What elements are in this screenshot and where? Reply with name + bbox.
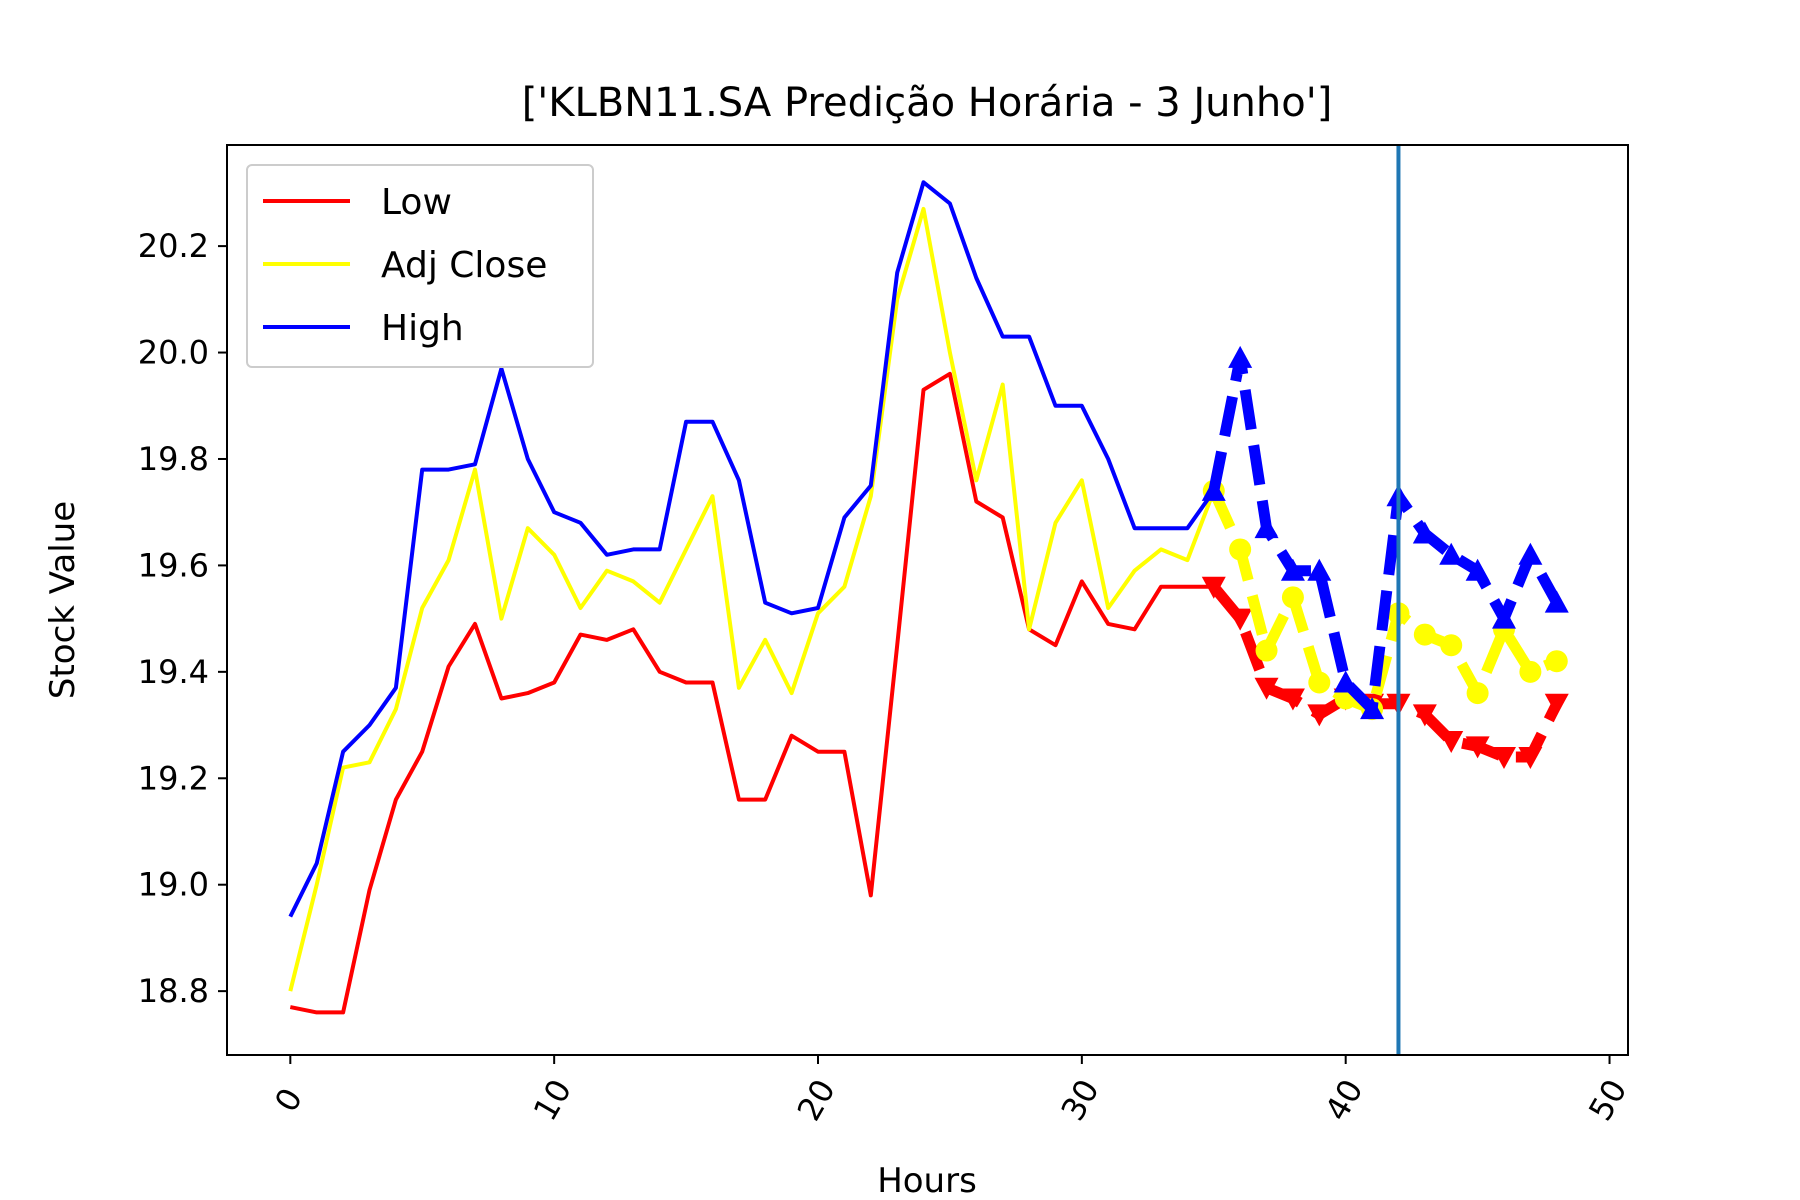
y-tick-label: 19.0 bbox=[138, 866, 209, 904]
prediction-marker-high bbox=[1491, 606, 1516, 629]
prediction-marker-high bbox=[1201, 478, 1226, 501]
prediction-marker-high bbox=[1439, 542, 1464, 565]
prediction-marker-high bbox=[1412, 521, 1437, 544]
prediction-marker-high bbox=[1518, 542, 1543, 565]
prediction-marker-low bbox=[1201, 576, 1226, 599]
prediction-marker-high bbox=[1254, 516, 1279, 539]
x-axis-label: Hours bbox=[877, 1161, 977, 1200]
y-tick-label: 19.2 bbox=[138, 759, 209, 797]
prediction-marker-low bbox=[1280, 688, 1305, 711]
prediction-marker-low bbox=[1254, 677, 1279, 700]
prediction-marker-adj-close bbox=[1255, 639, 1278, 662]
series-line-adj-close bbox=[288, 206, 1216, 992]
prediction-marker-high bbox=[1333, 670, 1358, 693]
prediction-marker-high bbox=[1465, 558, 1490, 581]
series-line-low bbox=[289, 371, 1214, 1015]
y-tick-label: 18.8 bbox=[138, 972, 209, 1010]
prediction-marker-low bbox=[1491, 746, 1516, 769]
prediction-marker-low bbox=[1544, 693, 1569, 716]
series-line-high bbox=[288, 180, 1216, 918]
prediction-marker-high bbox=[1280, 558, 1305, 581]
prediction-marker-adj-close bbox=[1519, 660, 1542, 683]
prediction-marker-adj-close bbox=[1466, 682, 1489, 705]
y-tick-label: 20.0 bbox=[138, 334, 209, 372]
y-tick-label: 19.6 bbox=[138, 546, 209, 584]
prediction-marker-adj-close bbox=[1413, 623, 1436, 646]
chart-title: ['KLBN11.SA Predição Horária - 3 Junho'] bbox=[522, 80, 1333, 126]
prediction-marker-high bbox=[1307, 558, 1332, 581]
prediction-marker-adj-close bbox=[1281, 586, 1304, 609]
prediction-marker-adj-close bbox=[1545, 650, 1568, 673]
prediction-marker-low bbox=[1439, 731, 1464, 754]
prediction-marker-high bbox=[1360, 697, 1385, 720]
y-tick-label: 19.8 bbox=[138, 440, 209, 478]
prediction-marker-low bbox=[1465, 736, 1490, 759]
plot-area bbox=[288, 145, 1569, 1055]
legend-entry-label: High bbox=[381, 308, 464, 349]
prediction-marker-low bbox=[1307, 704, 1332, 727]
y-tick-label: 20.2 bbox=[138, 227, 209, 265]
legend-box bbox=[246, 164, 594, 368]
y-tick-label: 19.4 bbox=[138, 653, 209, 691]
legend-entry-label: Adj Close bbox=[381, 245, 547, 286]
prediction-marker-high bbox=[1544, 590, 1569, 613]
prediction-marker-adj-close bbox=[1308, 671, 1331, 694]
prediction-marker-adj-close bbox=[1229, 538, 1252, 561]
prediction-marker-low bbox=[1412, 704, 1437, 727]
prediction-marker-low bbox=[1228, 608, 1253, 631]
y-axis-label: Stock Value bbox=[43, 501, 83, 699]
legend-entry-label: Low bbox=[381, 182, 452, 223]
prediction-marker-adj-close bbox=[1440, 634, 1463, 657]
axes-frame bbox=[226, 144, 1629, 1056]
prediction-marker-high bbox=[1228, 345, 1253, 368]
prediction-marker-low bbox=[1518, 746, 1543, 769]
legend: Low Adj Close High bbox=[246, 164, 594, 368]
